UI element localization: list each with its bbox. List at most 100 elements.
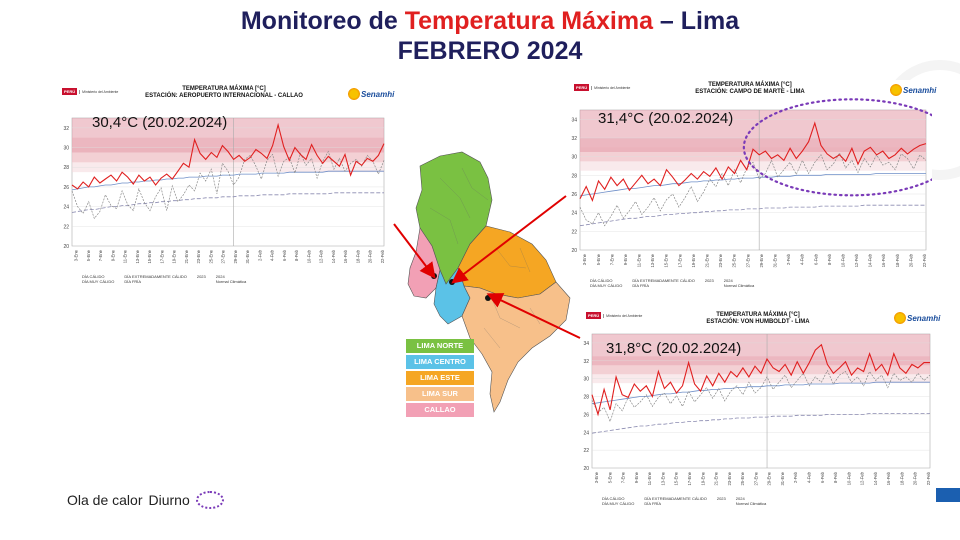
chart-panel-campo-de-marte: PERÚ Ministerio del Ambiente TEMPERATURA M… bbox=[568, 80, 936, 298]
title-line2: FEBRERO 2024 bbox=[397, 37, 583, 65]
x-tick-label: 23-Ene bbox=[196, 249, 201, 263]
x-tick-label: 9-Ene bbox=[110, 249, 115, 261]
title-suffix: – Lima bbox=[652, 7, 740, 35]
x-tick-label: 18-Feb bbox=[895, 253, 900, 267]
legend-s2024: 2024 bbox=[215, 274, 225, 279]
x-tick-label: 27-Ene bbox=[745, 253, 750, 267]
x-tick-label: 9-Ene bbox=[623, 253, 628, 265]
x-tick-label: 16-Feb bbox=[886, 471, 891, 485]
x-tick-label: 23-Ene bbox=[727, 471, 732, 485]
x-tick-label: 2-Feb bbox=[793, 471, 798, 483]
x-tick-label: 14-Feb bbox=[868, 253, 873, 267]
y-tick-label: 30 bbox=[571, 155, 577, 161]
senamhi-label: Senamhi bbox=[361, 89, 395, 99]
x-tick-label: 18-Feb bbox=[899, 471, 904, 485]
series-line-2023 bbox=[579, 152, 927, 227]
map-legend: LIMA NORTE LIMA CENTRO LIMA ESTE LIMA SUR CA… bbox=[406, 339, 474, 419]
chart-svg: 20 22 24 26 28 30 32 34 3-Ene 5-Ene 7-Ene 9-Ene 11-E… bbox=[571, 98, 932, 268]
x-tick-label: 29-Ene bbox=[767, 471, 772, 485]
x-tick-label: 25-Ene bbox=[732, 253, 737, 267]
dotted-oval-icon bbox=[195, 491, 224, 509]
y-tick-label: 30 bbox=[63, 146, 69, 152]
sun-icon bbox=[894, 312, 906, 324]
y-tick-label: 24 bbox=[571, 211, 577, 217]
x-tick-label: 3-Ene bbox=[74, 249, 79, 261]
x-tick-label: 16-Feb bbox=[343, 249, 348, 263]
blue-corner-tab bbox=[936, 488, 960, 502]
series-line-2023 bbox=[71, 150, 385, 220]
peru-ministry-logo: PERÚ Ministerio del Ambiente bbox=[574, 84, 630, 91]
arrow-callao bbox=[393, 223, 436, 279]
x-tick-label: 7-Ene bbox=[621, 471, 626, 483]
x-tick-label: 4-Feb bbox=[270, 249, 275, 261]
y-tick-label: 32 bbox=[583, 359, 589, 365]
arrow-campo-de-marte bbox=[451, 195, 567, 284]
title-highlight: Temperatura Máxima bbox=[404, 7, 653, 35]
peru-ministry-logo: PERÚ Ministerio del Ambiente bbox=[62, 88, 118, 95]
x-tick-label: 15-Ene bbox=[664, 253, 669, 267]
x-tick-label: 18-Feb bbox=[355, 249, 360, 263]
y-tick-label: 28 bbox=[63, 165, 69, 171]
x-tick-label: 19-Ene bbox=[700, 471, 705, 485]
heatwave-legend: Ola de calor Diurno bbox=[67, 491, 224, 509]
chart-svg: 20 22 24 26 28 30 32 3-Ene 5-Ene 7-Ene 9-Ene 11-Ene… bbox=[63, 117, 385, 264]
y-tick-label: 20 bbox=[571, 248, 577, 254]
chart-station-name: ESTACIÓN: CAMPO DE MARTE - LIMA bbox=[695, 89, 805, 95]
series-line-2024 bbox=[591, 343, 930, 417]
band-extremo bbox=[592, 334, 930, 366]
band-extremo bbox=[580, 110, 926, 152]
y-tick-label: 24 bbox=[63, 205, 69, 211]
series-line-normal-clim-tica bbox=[579, 173, 926, 197]
sun-icon bbox=[890, 84, 902, 96]
y-tick-label: 26 bbox=[571, 192, 577, 198]
max-temperature-annotation: 30,4°C (20.02.2024) bbox=[92, 114, 228, 131]
y-tick-label: 32 bbox=[571, 136, 577, 142]
x-tick-label: 13-Ene bbox=[660, 471, 665, 485]
x-tick-label: 23-Ene bbox=[718, 253, 723, 267]
map-region-lima-sur bbox=[461, 281, 571, 413]
heatwave-highlight-oval bbox=[742, 98, 932, 197]
y-tick-label: 26 bbox=[63, 185, 69, 191]
x-tick-label: 21-Ene bbox=[184, 249, 189, 263]
chart-station-name: ESTACIÓN: VON HUMBOLDT - LIMA bbox=[706, 319, 810, 325]
x-tick-label: 6-Feb bbox=[813, 253, 818, 265]
heatwave-diurno-label: Diurno bbox=[148, 492, 190, 508]
map-legend-item: CALLAO bbox=[406, 403, 474, 417]
y-tick-label: 30 bbox=[583, 377, 589, 383]
x-tick-label: 11-Ene bbox=[637, 253, 642, 267]
x-tick-label: 17-Ene bbox=[687, 471, 692, 485]
series-line-d-a-fr-a bbox=[591, 413, 930, 434]
x-tick-label: 17-Ene bbox=[677, 253, 682, 267]
ministry-label: Ministerio del Ambiente bbox=[79, 89, 118, 94]
map-legend-item: LIMA CENTRO bbox=[406, 355, 474, 369]
map-legend-item: LIMA ESTE bbox=[406, 371, 474, 385]
x-tick-label: 22-Feb bbox=[380, 249, 385, 263]
x-tick-label: 2-Feb bbox=[257, 249, 262, 261]
chart-svg: 20 22 24 26 28 30 32 34 3-Ene 5-Ene 7-Ene 9-Ene 11-E… bbox=[583, 333, 931, 486]
x-tick-label: 13-Ene bbox=[135, 249, 140, 263]
y-tick-label: 22 bbox=[63, 224, 69, 230]
map-legend-item: LIMA NORTE bbox=[406, 339, 474, 353]
x-tick-label: 5-Ene bbox=[86, 249, 91, 261]
y-tick-label: 32 bbox=[63, 126, 69, 132]
x-tick-label: 19-Ene bbox=[691, 253, 696, 267]
ministry-label: Ministerio del Ambiente bbox=[603, 313, 642, 318]
x-tick-label: 14-Feb bbox=[331, 249, 336, 263]
series-line-normal-clim-tica bbox=[591, 381, 930, 405]
legend-normal: Normal Climática bbox=[215, 279, 247, 284]
lima-map bbox=[400, 148, 580, 418]
sun-icon bbox=[348, 88, 360, 100]
title-prefix: Monitoreo de bbox=[240, 7, 405, 35]
x-tick-label: 8-Feb bbox=[833, 471, 838, 483]
page-title: Monitoreo de Temperatura Máxima – Lima F… bbox=[0, 6, 960, 66]
legend-dia_calido: DÍA CÁLIDO bbox=[602, 496, 625, 501]
y-tick-label: 22 bbox=[571, 229, 577, 235]
chart-title-line1: TEMPERATURA MÁXIMA [°C] bbox=[708, 82, 792, 88]
chart-title: TEMPERATURA MÁXIMA [°C] ESTACIÓN: CAMPO D… bbox=[568, 82, 932, 96]
x-tick-label: 15-Ene bbox=[147, 249, 152, 263]
legend-s2023: 2023 bbox=[716, 496, 726, 501]
chart-station-name: ESTACIÓN: AEROPUERTO INTERNACIONAL - CAL… bbox=[145, 93, 303, 99]
x-tick-label: 12-Feb bbox=[854, 253, 859, 267]
x-tick-label: 6-Feb bbox=[282, 249, 287, 261]
x-tick-label: 22-Feb bbox=[926, 471, 931, 485]
